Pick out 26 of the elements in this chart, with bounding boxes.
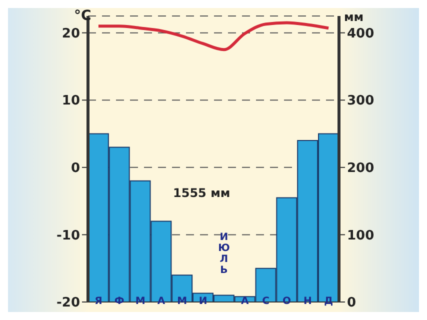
x-tick-label: М <box>177 296 188 307</box>
y-tick-label: -10 <box>56 228 80 244</box>
x-tick-label: ИЮЛЬ <box>217 232 230 276</box>
x-tick-label: М <box>135 296 146 307</box>
y2-tick-label: 400 <box>347 26 374 42</box>
x-tick-label: А <box>241 296 249 307</box>
y2-tick-label: 200 <box>347 161 374 176</box>
x-tick-label: С <box>262 296 270 307</box>
y-tick-label: 10 <box>62 94 80 109</box>
x-tick-label: И <box>198 296 208 307</box>
line-series <box>96 21 330 52</box>
y-tick-label: 0 <box>70 161 80 176</box>
x-tick-label: Ф <box>114 296 124 307</box>
y-tick-label: 20 <box>62 26 80 42</box>
x-tick-label: О <box>282 296 291 307</box>
y2-axis-title: мм <box>344 10 364 24</box>
annotation: 1555 мм <box>173 186 230 200</box>
y-axis-title: °C <box>74 8 92 24</box>
x-tick-label: Д <box>324 296 334 307</box>
y-tick-label: -20 <box>56 296 80 311</box>
x-tick-label: Я <box>94 296 102 307</box>
y2-tick-label: 300 <box>347 94 374 109</box>
x-tick-label: А <box>157 296 166 307</box>
y2-tick-label: 0 <box>347 296 356 311</box>
x-tick-label: Н <box>303 296 312 307</box>
y2-tick-label: 100 <box>347 228 374 244</box>
